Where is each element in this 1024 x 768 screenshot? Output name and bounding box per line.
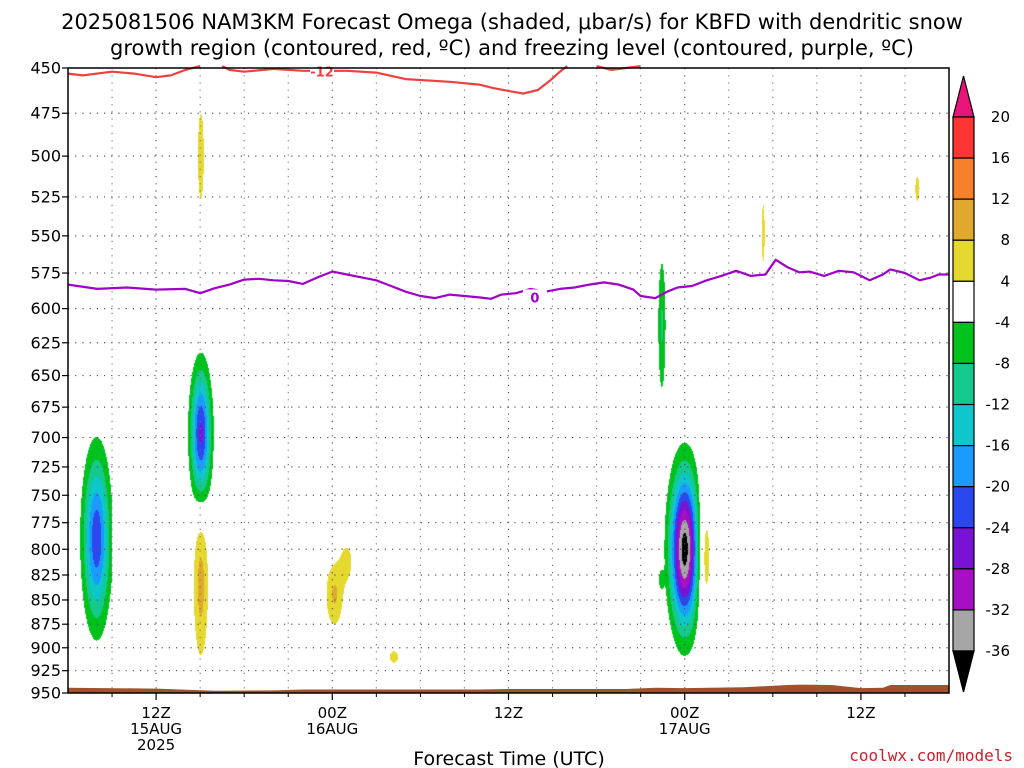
contour-label: -12 xyxy=(310,66,334,81)
y-tick-label: 800 xyxy=(30,540,61,559)
colorbar-bin xyxy=(952,362,975,406)
colorbar-bin xyxy=(952,157,975,200)
contour-label: 0 xyxy=(530,291,539,306)
y-tick-label: 925 xyxy=(30,661,61,680)
colorbar-bin xyxy=(952,568,975,611)
colorbar-label: -24 xyxy=(986,519,1011,537)
y-tick-label: 575 xyxy=(30,264,61,283)
colorbar-label: -12 xyxy=(986,396,1011,414)
colorbar-bin xyxy=(952,445,975,488)
colorbar-arrow-top xyxy=(952,75,975,118)
colorbar-bin xyxy=(952,198,975,241)
colorbar-label: -32 xyxy=(986,601,1011,619)
colorbar-bin xyxy=(952,239,975,282)
y-tick-label: 700 xyxy=(30,428,61,447)
credit-link[interactable]: coolwx.com/models xyxy=(849,746,1013,765)
omega-field xyxy=(68,68,949,693)
colorbar-label: 20 xyxy=(991,108,1010,126)
y-tick-label: 675 xyxy=(30,398,61,417)
contour-label-bg xyxy=(522,289,547,305)
x-tick-label: 16AUG xyxy=(306,720,358,738)
x-tick-label: 15AUG xyxy=(130,720,182,738)
y-tick-label: 825 xyxy=(30,565,61,584)
y-tick-label: 625 xyxy=(30,333,61,352)
y-tick-label: 775 xyxy=(30,513,61,532)
colorbar-label: 8 xyxy=(1000,231,1010,249)
y-tick-label: 750 xyxy=(30,486,61,505)
x-tick-label: 12Z xyxy=(846,704,875,722)
colorbar-bin xyxy=(952,116,975,159)
y-tick-label: 500 xyxy=(30,147,61,166)
chart-title-line-2: growth region (contoured, red, ºC) and f… xyxy=(110,36,914,60)
colorbar-bin xyxy=(952,403,975,447)
colorbar-label: 16 xyxy=(991,149,1010,167)
contour-line xyxy=(67,258,949,300)
colorbar-label: -4 xyxy=(995,313,1010,331)
x-tick-label: 00Z xyxy=(318,704,347,722)
x-axis-label: Forecast Time (UTC) xyxy=(413,748,604,768)
colorbar-label: -36 xyxy=(986,642,1011,660)
y-tick-label: 875 xyxy=(30,615,61,634)
colorbar-label: 12 xyxy=(991,190,1010,208)
x-tick-label: 17AUG xyxy=(659,720,711,738)
y-tick-label: 525 xyxy=(30,187,61,206)
y-tick-label: 850 xyxy=(30,590,61,609)
x-tick-label: 12Z xyxy=(141,704,170,722)
colorbar-bin xyxy=(952,321,975,365)
y-tick-label: 900 xyxy=(30,638,61,657)
temperature-contours: -12 0 xyxy=(67,63,949,306)
colorbar-bin xyxy=(952,486,975,529)
colorbar-bin xyxy=(952,609,975,652)
chart-title-line-1: 2025081506 NAM3KM Forecast Omega (shaded… xyxy=(61,10,963,34)
colorbar-label: -16 xyxy=(986,437,1011,455)
colorbar-bin xyxy=(952,527,975,570)
omega-shading xyxy=(68,68,949,693)
y-tick-label: 950 xyxy=(30,684,61,703)
x-tick-label: 2025 xyxy=(137,736,175,754)
y-tick-label: 450 xyxy=(30,59,61,78)
contour-line xyxy=(67,65,201,79)
omega-colorbar: 20 16 12 8 4 -4 -8 -12 -16 -20 -24 -28 -32 -36 xyxy=(952,75,1011,693)
contour-line xyxy=(221,65,568,95)
colorbar-bin xyxy=(952,280,975,323)
x-tick-label: 00Z xyxy=(670,704,699,722)
colorbar-label: 4 xyxy=(1000,272,1010,290)
colorbar-arrow-bottom xyxy=(952,650,975,693)
y-tick-label: 650 xyxy=(30,366,61,385)
terrain-surface xyxy=(68,684,949,693)
pressure-axis: 450 475 500 525 550 575 600 625 650 675 700 725 750 7… xyxy=(30,59,68,703)
colorbar-label: -8 xyxy=(995,354,1010,372)
colorbar-label: -28 xyxy=(986,560,1011,578)
x-tick-label: 12Z xyxy=(494,704,523,722)
colorbar-label: -20 xyxy=(986,478,1011,496)
y-tick-label: 600 xyxy=(30,299,61,318)
terrain-fill xyxy=(68,684,949,693)
y-tick-label: 550 xyxy=(30,226,61,245)
y-tick-label: 475 xyxy=(30,104,61,123)
y-tick-label: 725 xyxy=(30,457,61,476)
